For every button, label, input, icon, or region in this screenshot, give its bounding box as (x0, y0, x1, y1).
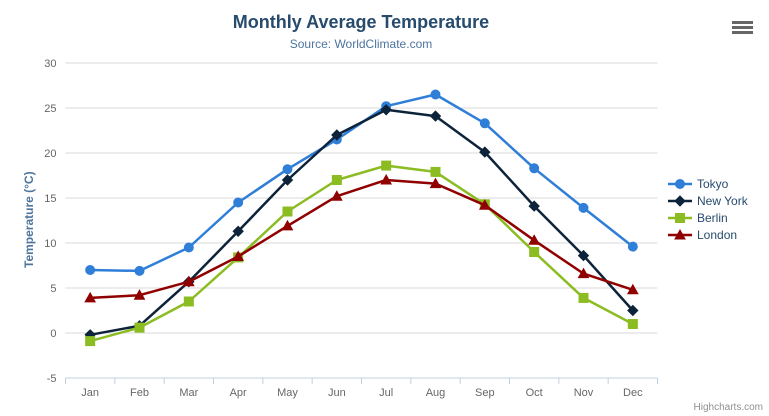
point-new-york-oct[interactable] (528, 200, 540, 212)
point-berlin-jan[interactable] (85, 336, 96, 347)
legend-symbol-berlin[interactable] (675, 212, 685, 223)
legend-symbol-new-york[interactable] (674, 194, 686, 207)
point-tokyo-mar[interactable] (183, 242, 194, 253)
svg-text:Mar: Mar (179, 387, 198, 399)
point-tokyo-dec[interactable] (627, 241, 638, 252)
series-line-london[interactable] (88, 178, 635, 300)
point-london-dec[interactable] (626, 283, 639, 295)
point-berlin-nov[interactable] (578, 292, 589, 303)
point-london-jun[interactable] (330, 190, 343, 201)
point-london-jul[interactable] (380, 173, 393, 185)
point-berlin-jun[interactable] (331, 175, 342, 185)
legend-symbol-tokyo[interactable] (675, 178, 685, 189)
point-tokyo-feb[interactable] (134, 265, 145, 276)
hamburger-icon (732, 21, 753, 34)
export-menu-button[interactable] (732, 21, 753, 35)
point-tokyo-nov[interactable] (578, 202, 589, 213)
point-berlin-aug[interactable] (430, 166, 441, 177)
svg-text:-5: -5 (47, 373, 57, 385)
series-tokyo[interactable] (85, 89, 638, 276)
point-london-feb[interactable] (133, 289, 146, 300)
point-berlin-mar[interactable] (183, 296, 194, 307)
chart-subtitle: Source: WorldClimate.com (289, 37, 433, 51)
svg-text:20: 20 (44, 148, 56, 160)
point-london-may[interactable] (281, 219, 294, 231)
point-tokyo-sep[interactable] (479, 118, 490, 129)
svg-text:30: 30 (44, 58, 56, 70)
point-london-aug[interactable] (429, 177, 442, 189)
credits-link[interactable]: Highcharts.com (693, 402, 763, 413)
x-axis: Jan Feb Mar Apr May Jun Jul Aug Sep Oct Nov Dec (65, 377, 658, 399)
y-gridlines (65, 62, 658, 379)
point-berlin-may[interactable] (282, 206, 293, 217)
svg-text:Sep: Sep (475, 387, 495, 399)
svg-text:Jun: Jun (328, 387, 346, 399)
svg-text:May: May (277, 387, 298, 399)
point-london-nov[interactable] (577, 267, 590, 279)
legend-marker-berlin (668, 212, 692, 223)
series-london[interactable] (84, 173, 639, 303)
svg-text:15: 15 (44, 193, 56, 205)
legend-item-london[interactable]: London (668, 226, 748, 243)
legend-marker-london (668, 228, 692, 239)
point-london-sep[interactable] (478, 199, 491, 210)
legend-label-berlin: Berlin (697, 210, 728, 225)
point-new-york-jul[interactable] (380, 104, 392, 116)
legend-label-london: London (697, 227, 738, 242)
point-berlin-dec[interactable] (627, 319, 638, 329)
legend-item-new-york[interactable]: New York (668, 192, 748, 209)
point-berlin-feb[interactable] (134, 322, 145, 333)
svg-text:25: 25 (44, 103, 56, 115)
point-tokyo-jan[interactable] (85, 265, 96, 275)
svg-text:Jan: Jan (81, 387, 99, 399)
series-line-berlin[interactable] (88, 164, 635, 343)
svg-text:Aug: Aug (426, 387, 446, 399)
point-london-mar[interactable] (182, 275, 195, 287)
svg-text:Apr: Apr (230, 387, 247, 399)
point-new-york-sep[interactable] (479, 146, 491, 158)
point-new-york-may[interactable] (281, 174, 294, 186)
chart-title: Monthly Average Temperature (232, 12, 490, 32)
legend-symbol-london[interactable] (674, 228, 686, 239)
svg-text:Oct: Oct (526, 387, 543, 399)
point-tokyo-apr[interactable] (233, 197, 244, 208)
svg-text:Dec: Dec (623, 387, 643, 399)
point-london-jan[interactable] (84, 291, 97, 303)
y-axis-labels: -5 0 5 10 15 20 25 30 (44, 58, 56, 385)
point-tokyo-may[interactable] (282, 164, 293, 175)
svg-text:Feb: Feb (130, 387, 149, 399)
legend-item-berlin[interactable]: Berlin (668, 209, 748, 226)
legend-label-tokyo: Tokyo (697, 176, 729, 191)
series-line-new-york[interactable] (88, 108, 635, 337)
point-new-york-aug[interactable] (429, 110, 442, 122)
svg-text:Jul: Jul (379, 387, 393, 399)
svg-text:0: 0 (50, 328, 56, 340)
point-london-oct[interactable] (528, 234, 541, 245)
legend-marker-new-york (668, 194, 692, 207)
point-new-york-apr[interactable] (232, 225, 244, 238)
svg-text:10: 10 (44, 238, 56, 250)
point-new-york-jun[interactable] (331, 129, 343, 141)
svg-text:Nov: Nov (574, 387, 594, 399)
legend-item-tokyo[interactable]: Tokyo (668, 175, 748, 192)
series-new-york[interactable] (84, 104, 639, 341)
legend-label-new-york: New York (697, 193, 748, 208)
point-london-apr[interactable] (232, 250, 245, 261)
point-berlin-jul[interactable] (381, 160, 392, 171)
svg-text:5: 5 (50, 283, 56, 295)
series-line-tokyo[interactable] (88, 93, 635, 273)
point-new-york-nov[interactable] (577, 249, 590, 262)
point-new-york-dec[interactable] (627, 304, 639, 317)
point-tokyo-aug[interactable] (430, 89, 441, 100)
point-berlin-oct[interactable] (529, 247, 540, 257)
point-tokyo-oct[interactable] (529, 163, 540, 174)
legend: Tokyo New York Berlin London (668, 175, 748, 243)
legend-marker-tokyo (668, 178, 692, 189)
